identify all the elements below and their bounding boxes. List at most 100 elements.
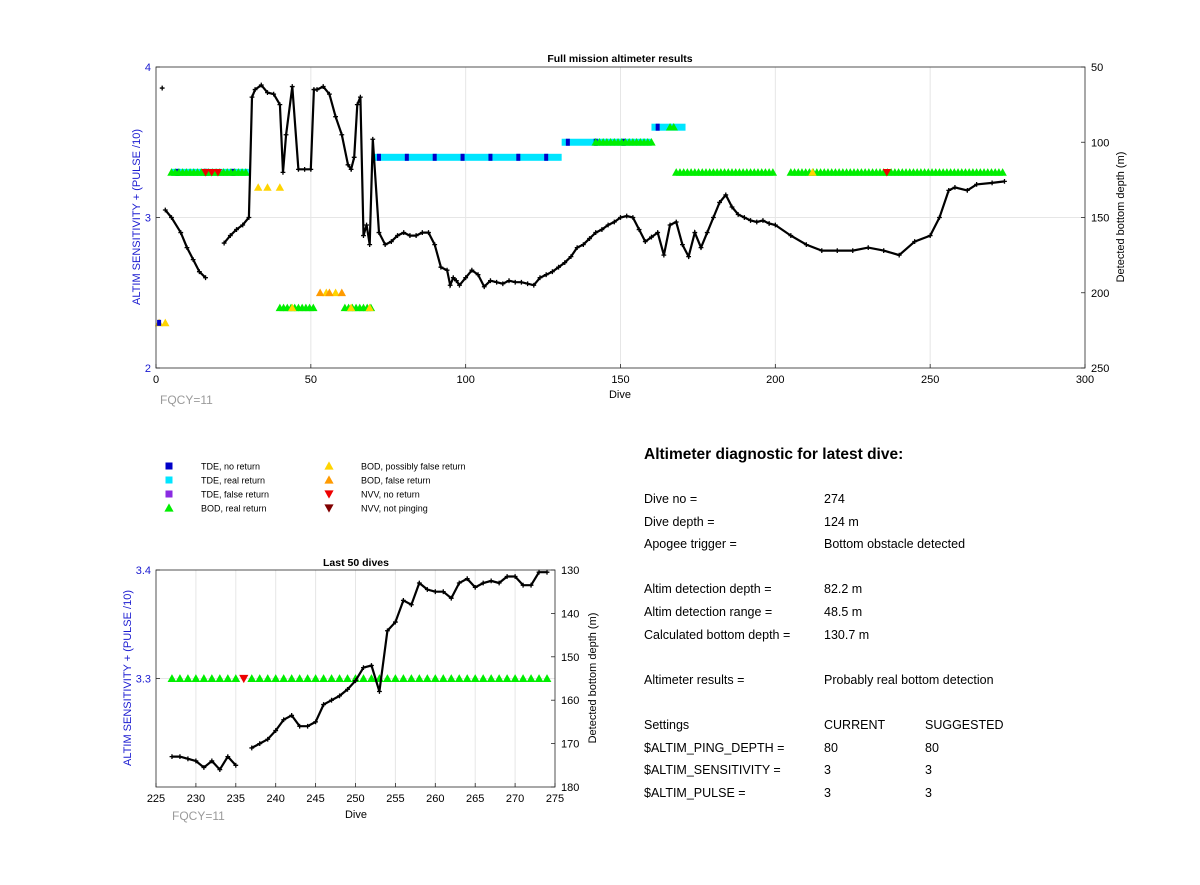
- bottom-depth-point: [717, 200, 722, 205]
- bottom-depth-point: [296, 166, 301, 172]
- setting-label: $ALTIM_PULSE =: [644, 785, 746, 800]
- bottom-depth-point: [289, 84, 295, 89]
- bottom-depth-point: [543, 272, 549, 278]
- tde-no-return-marker: [544, 153, 549, 161]
- bottom-depth-point: [819, 248, 825, 254]
- legend-label: TDE, real return: [201, 476, 265, 486]
- bod-real-return-marker: [383, 674, 392, 683]
- tde-no-return-marker: [404, 153, 409, 161]
- bottom-depth-point: [416, 580, 422, 586]
- bottom-depth-point: [587, 236, 592, 241]
- tde-no-return-marker: [655, 123, 660, 131]
- nvv-no-return-marker: [213, 168, 223, 177]
- bottom-depth-point: [265, 90, 270, 95]
- bod-real-return-marker: [478, 674, 488, 683]
- y-right-tick-label: 50: [1091, 62, 1103, 74]
- bottom-depth-point: [496, 580, 502, 586]
- bod-real-return-marker: [231, 674, 241, 683]
- legend-marker: [165, 462, 173, 470]
- diag-label: Apogee trigger =: [644, 537, 737, 552]
- bod-real-return-marker: [359, 674, 368, 683]
- bottom-depth-point: [190, 257, 196, 263]
- bottom-depth-point: [320, 84, 326, 89]
- diag-value: 48.5 m: [824, 604, 863, 619]
- bod-possibly-false-marker: [161, 318, 170, 327]
- bottom-depth-point: [537, 275, 543, 281]
- bottom-depth-point: [680, 242, 685, 247]
- bod-real-return-marker: [311, 674, 320, 683]
- bottom-depth-point: [729, 204, 735, 210]
- bottom-depth-point: [788, 233, 794, 238]
- bottom-depth-point: [440, 589, 446, 595]
- bottom-depth-point: [974, 181, 980, 187]
- y-right-tick-label: 150: [561, 652, 579, 664]
- bod-real-return-marker: [271, 674, 281, 683]
- bottom-depth-point: [912, 239, 918, 244]
- bottom-depth-point: [444, 267, 450, 273]
- bod-real-return-marker: [167, 674, 177, 683]
- bottom-depth-point: [952, 185, 958, 190]
- bottom-depth-point: [227, 233, 233, 238]
- x-tick-label: 50: [305, 374, 317, 386]
- bottom-depth-point: [369, 663, 374, 668]
- y-left-tick-label: 3.3: [136, 674, 151, 686]
- bottom-fqcy-note: FQCY=11: [172, 809, 225, 823]
- bod-real-return-marker: [303, 674, 313, 683]
- setting-row-pulse: $ALTIM_PULSE = 3 3: [644, 786, 1184, 809]
- bottom-depth-point: [297, 723, 303, 729]
- setting-row-sensitivity: $ALTIM_SENSITIVITY = 3 3: [644, 763, 1184, 786]
- bod-real-return-marker: [215, 674, 225, 683]
- bottom-depth-point: [281, 717, 287, 723]
- diag-label: Dive no =: [644, 492, 698, 506]
- legend-marker: [324, 461, 334, 470]
- bottom-depth-point: [432, 242, 438, 247]
- setting-current: 3: [824, 763, 831, 778]
- x-tick-label: 240: [267, 793, 285, 805]
- tde-no-return-marker: [460, 153, 465, 161]
- bod-real-return-marker: [414, 674, 424, 683]
- bottom-depth-point: [400, 597, 406, 603]
- bottom-depth-point: [488, 578, 494, 584]
- bottom-depth-point: [964, 188, 970, 193]
- setting-row-ping-depth: $ALTIM_PING_DEPTH = 80 80: [644, 741, 1184, 764]
- diag-row-bottom-depth: Calculated bottom depth = 130.7 m: [644, 628, 1184, 651]
- bottom-depth-point: [376, 230, 382, 235]
- bottom-depth-point: [556, 264, 561, 270]
- diagnostic-title: Altimeter diagnostic for latest dive:: [644, 446, 904, 463]
- bottom-depth-point: [741, 215, 747, 220]
- bottom-depth-point: [193, 758, 199, 764]
- bottom-depth-point: [896, 252, 902, 258]
- bottom-depth-point: [549, 269, 555, 275]
- bottom-depth-point: [834, 248, 840, 254]
- setting-suggested: 3: [925, 763, 932, 778]
- bottom-depth-point: [754, 219, 760, 225]
- bottom-depth-point: [348, 166, 354, 172]
- bottom-depth-point: [196, 269, 202, 275]
- bod-false-return-marker: [315, 288, 325, 297]
- bottom-depth-point: [313, 719, 318, 725]
- bod-real-return-marker: [768, 168, 778, 176]
- bottom-depth-point: [946, 188, 952, 193]
- bod-real-return-marker: [183, 674, 193, 683]
- top-y-left-label: ALTIM SENSITIVITY + (PULSE /10): [131, 129, 143, 305]
- bottom-depth-point: [265, 736, 271, 742]
- bottom-depth-point: [536, 569, 542, 575]
- bottom-depth-point: [283, 132, 289, 138]
- setting-current: 3: [824, 785, 831, 800]
- x-tick-label: 230: [187, 793, 205, 805]
- bottom-depth-point: [407, 233, 413, 238]
- bod-real-return-marker: [486, 674, 496, 683]
- bottom-depth-point: [927, 233, 933, 238]
- bottom-depth-point: [308, 166, 314, 172]
- setting-suggested: 3: [925, 785, 932, 800]
- bottom-depth-point: [475, 272, 481, 278]
- bottom-depth-point: [735, 212, 741, 217]
- bottom-depth-point: [225, 754, 231, 760]
- bod-real-return-marker: [470, 674, 480, 683]
- bottom-depth-point: [354, 102, 360, 108]
- bottom-depth-point: [519, 279, 524, 285]
- legend-marker: [324, 475, 334, 484]
